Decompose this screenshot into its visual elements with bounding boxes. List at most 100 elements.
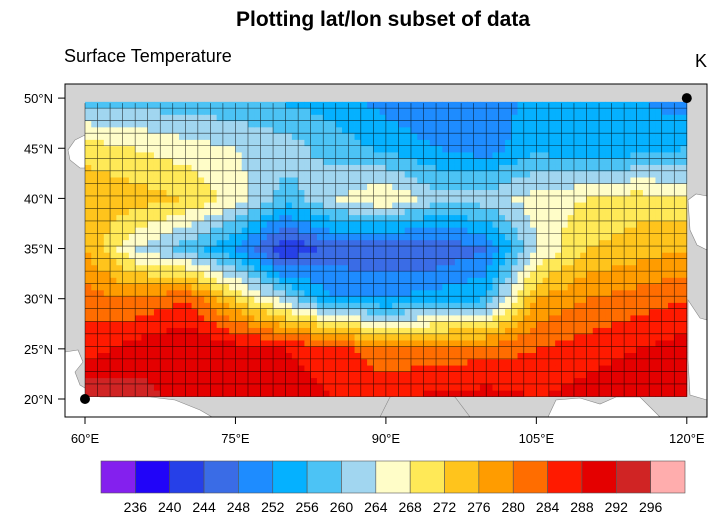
field-cell: [461, 371, 468, 379]
field-cell: [273, 189, 280, 197]
field-cell: [429, 126, 437, 134]
field-cell: [166, 164, 174, 172]
field-cell: [166, 227, 174, 234]
field-cell: [172, 271, 180, 278]
field-cell: [273, 170, 280, 178]
field-cell: [611, 214, 619, 222]
field-cell: [505, 264, 512, 272]
field-cell: [379, 390, 387, 397]
field-cell: [636, 145, 644, 153]
field-cell: [592, 327, 600, 335]
field-cell: [630, 377, 638, 385]
field-cell: [636, 264, 644, 272]
field-cell: [373, 390, 381, 397]
field-cell: [235, 220, 243, 228]
field-cell: [548, 358, 556, 366]
field-cell: [517, 352, 525, 360]
field-cell: [492, 264, 500, 272]
field-cell: [410, 177, 418, 184]
field-cell: [492, 139, 500, 147]
field-cell: [567, 139, 575, 147]
field-cell: [392, 302, 399, 310]
field-cell: [279, 308, 286, 316]
field-cell: [417, 170, 424, 178]
field-cell: [530, 296, 537, 303]
field-cell: [323, 208, 330, 216]
field-cell: [530, 158, 537, 165]
field-cell: [467, 371, 475, 379]
field-cell: [103, 390, 111, 397]
field-cell: [316, 296, 324, 303]
field-cell: [567, 296, 575, 303]
field-cell: [642, 258, 650, 266]
field-cell: [542, 214, 550, 222]
field-cell: [335, 340, 343, 347]
field-cell: [310, 289, 318, 297]
field-cell: [342, 145, 349, 153]
field-cell: [367, 202, 374, 209]
field-cell: [310, 371, 318, 379]
field-cell: [323, 365, 330, 372]
field-cell: [511, 246, 518, 253]
field-cell: [479, 108, 487, 115]
field-cell: [467, 390, 475, 397]
field-cell: [279, 264, 286, 272]
field-cell: [511, 120, 518, 128]
field-cell: [329, 145, 337, 153]
field-cell: [555, 346, 562, 354]
field-cell: [442, 114, 449, 122]
field-cell: [586, 252, 594, 259]
field-cell: [410, 283, 418, 291]
field-cell: [392, 296, 399, 303]
field-cell: [423, 296, 431, 303]
field-cell: [649, 277, 656, 285]
field-cell: [392, 114, 399, 122]
field-cell: [392, 170, 399, 178]
field-cell: [467, 101, 475, 109]
field-cell: [291, 246, 299, 253]
field-cell: [241, 327, 249, 335]
field-cell: [567, 233, 575, 241]
field-cell: [85, 202, 92, 209]
field-cell: [360, 283, 368, 291]
field-cell: [172, 252, 180, 259]
field-cell: [360, 120, 368, 128]
field-cell: [442, 145, 449, 153]
field-cell: [642, 308, 650, 316]
field-cell: [555, 327, 562, 335]
field-cell: [674, 246, 681, 253]
field-cell: [536, 101, 544, 109]
field-cell: [561, 233, 569, 241]
field-cell: [605, 145, 612, 153]
field-cell: [342, 133, 349, 140]
field-cell: [398, 158, 406, 165]
field-cell: [185, 358, 192, 366]
field-cell: [630, 133, 638, 140]
field-cell: [273, 227, 280, 234]
field-cell: [191, 202, 199, 209]
field-cell: [135, 108, 142, 115]
field-cell: [649, 195, 656, 203]
field-cell: [254, 252, 261, 259]
field-cell: [448, 271, 456, 278]
field-cell: [523, 139, 531, 147]
field-cell: [548, 202, 556, 209]
field-cell: [417, 145, 424, 153]
field-cell: [279, 377, 286, 385]
field-cell: [304, 183, 312, 191]
field-cell: [580, 227, 587, 234]
field-cell: [417, 195, 424, 203]
field-cell: [630, 321, 638, 328]
field-cell: [122, 365, 130, 372]
field-cell: [423, 101, 431, 109]
field-cell: [398, 101, 406, 109]
field-cell: [429, 346, 437, 354]
field-cell: [636, 302, 644, 310]
field-cell: [429, 340, 437, 347]
field-cell: [210, 296, 218, 303]
field-cell: [448, 377, 456, 385]
field-cell: [342, 302, 349, 310]
field-cell: [642, 346, 650, 354]
field-cell: [110, 365, 117, 372]
field-cell: [448, 365, 456, 372]
